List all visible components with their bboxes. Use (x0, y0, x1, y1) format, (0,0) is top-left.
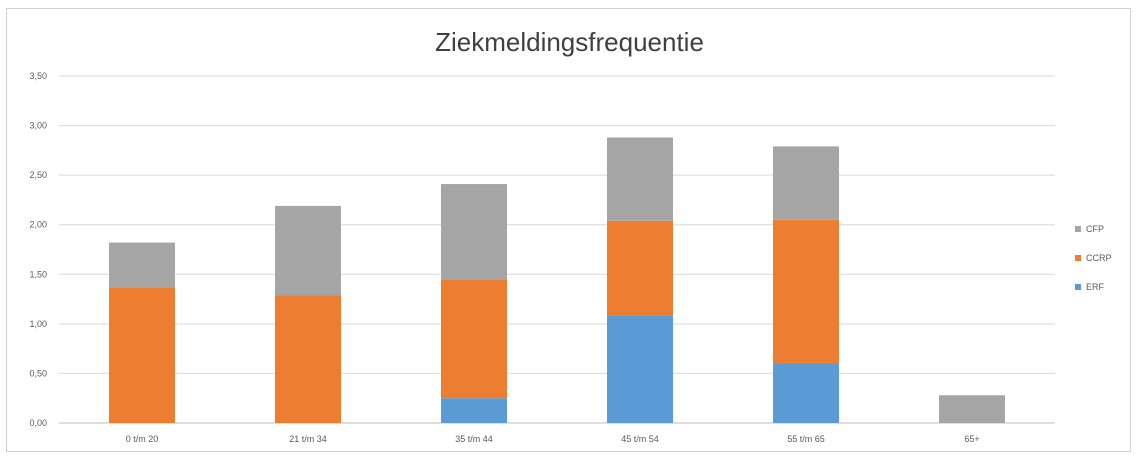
y-tick-label: 1,50 (29, 269, 47, 279)
bar-segment (773, 219, 839, 364)
y-tick-label: 1,00 (29, 319, 47, 329)
legend: CFP CCRP ERF (1075, 224, 1112, 292)
bar-segment (607, 315, 673, 423)
legend-swatch (1075, 226, 1081, 232)
x-tick-label: 65+ (964, 434, 979, 444)
y-tick-label: 0,00 (29, 418, 47, 428)
x-tick-label: 0 t/m 20 (126, 434, 159, 444)
bar-segment (773, 363, 839, 423)
bar-segment (441, 184, 507, 280)
bar-segment (109, 287, 175, 423)
y-tick-label: 3,50 (29, 71, 47, 81)
gridlines (59, 75, 1055, 424)
legend-label: ERF (1086, 282, 1105, 292)
y-tick-label: 2,50 (29, 170, 47, 180)
legend-label: CFP (1086, 224, 1104, 234)
bar-segment (939, 395, 1005, 423)
y-tick-label: 3,00 (29, 121, 47, 131)
chart-svg: 0,00 0,50 1,00 1,50 2,00 2,50 3,00 3,50 0 t/m 2… (29, 71, 1112, 444)
bar-segment (607, 137, 673, 221)
bar-segment (773, 146, 839, 220)
bar-segment (441, 398, 507, 423)
y-axis: 0,00 0,50 1,00 1,50 2,00 2,50 3,00 3,50 (29, 71, 47, 428)
bar-segment (607, 220, 673, 316)
bar-segment (441, 279, 507, 399)
y-tick-label: 0,50 (29, 368, 47, 378)
chart-frame: Ziekmeldingsfrequentie 0,00 0,50 1,00 1,50 2… (6, 8, 1131, 452)
bars (109, 137, 1005, 423)
x-tick-label: 35 t/m 44 (455, 434, 493, 444)
x-tick-label: 55 t/m 65 (787, 434, 825, 444)
bar-segment (275, 295, 341, 423)
y-tick-label: 2,00 (29, 220, 47, 230)
legend-label: CCRP (1086, 253, 1112, 263)
legend-swatch (1075, 284, 1081, 290)
legend-swatch (1075, 255, 1081, 261)
x-tick-label: 21 t/m 34 (289, 434, 327, 444)
x-axis: 0 t/m 20 21 t/m 34 35 t/m 44 45 t/m 54 55 t/… (126, 434, 980, 444)
bar-segment (109, 242, 175, 288)
chart-title: Ziekmeldingsfrequentie (435, 27, 704, 57)
x-tick-label: 45 t/m 54 (621, 434, 659, 444)
bar-segment (275, 205, 341, 296)
